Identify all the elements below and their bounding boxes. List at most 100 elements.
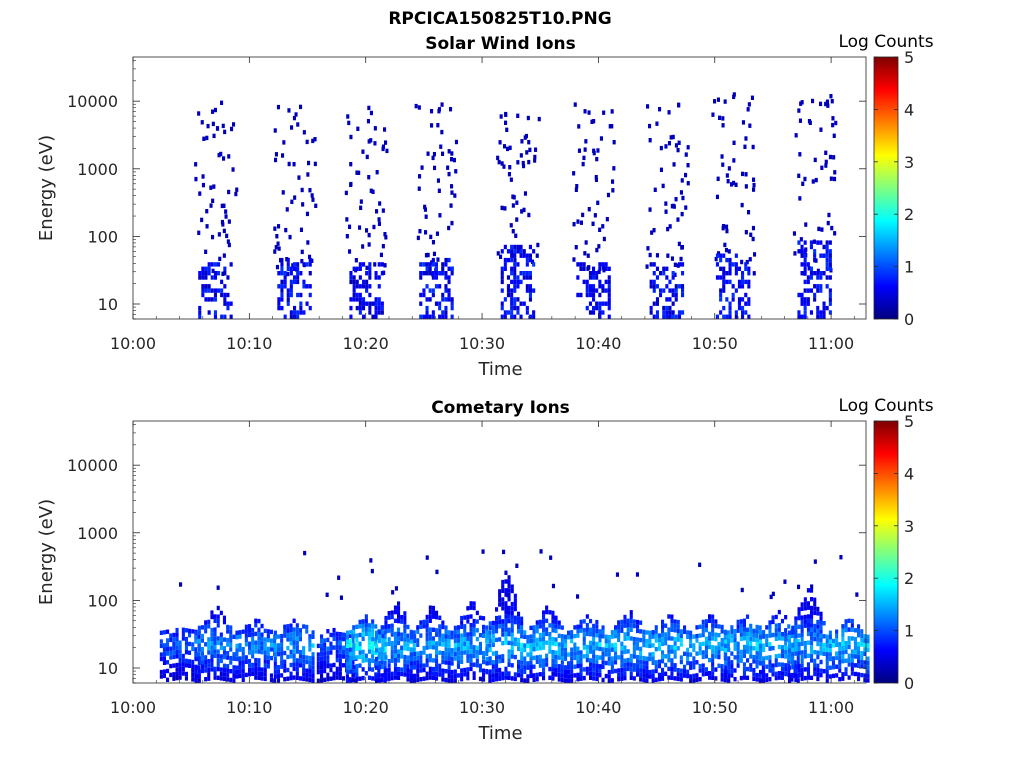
heatmap-cell <box>358 619 362 625</box>
heatmap-cell <box>744 262 748 267</box>
heatmap-cell <box>355 292 359 298</box>
heatmap-cell <box>289 641 293 646</box>
heatmap-cell <box>280 651 284 656</box>
heatmap-cell <box>210 275 214 280</box>
heatmap-cell <box>238 656 242 661</box>
heatmap-cell <box>649 279 653 285</box>
heatmap-cell <box>263 637 267 642</box>
heatmap-cell <box>576 646 580 651</box>
heatmap-cell <box>632 619 636 624</box>
heatmap-cell <box>226 637 230 643</box>
heatmap-cell <box>383 634 387 639</box>
heatmap-cell <box>610 656 614 661</box>
heatmap-cell <box>657 637 661 643</box>
heatmap-cell <box>607 288 611 293</box>
heatmap-cell <box>373 262 377 267</box>
heatmap-cell <box>472 627 476 632</box>
heatmap-cell <box>650 230 654 235</box>
heatmap-cell <box>803 288 807 293</box>
heatmap-cell <box>191 672 195 678</box>
heatmap-cell <box>352 668 356 674</box>
heatmap-cell <box>296 314 300 319</box>
heatmap-cell <box>229 625 233 630</box>
heatmap-cell <box>431 666 435 672</box>
heatmap-cell <box>355 624 359 629</box>
heatmap-cell <box>667 644 671 650</box>
heatmap-cell <box>576 275 580 280</box>
heatmap-cell <box>813 249 817 254</box>
heatmap-cell <box>551 658 555 664</box>
heatmap-cell <box>275 264 279 270</box>
heatmap-cell <box>765 664 769 669</box>
heatmap-cell <box>797 633 801 638</box>
x-tick-label: 10:50 <box>692 334 738 353</box>
heatmap-cell <box>664 641 668 646</box>
heatmap-cell <box>311 643 315 648</box>
heatmap-cell <box>475 628 479 633</box>
heatmap-cell <box>686 647 690 653</box>
heatmap-cell <box>551 654 555 659</box>
heatmap-cell <box>513 249 517 254</box>
heatmap-cell <box>632 667 636 672</box>
heatmap-cell <box>525 288 529 293</box>
heatmap-cell <box>349 314 353 319</box>
heatmap-cell <box>323 677 327 682</box>
colorbar-tick-label: 5 <box>904 48 914 67</box>
heatmap-cell <box>601 660 605 665</box>
heatmap-cell <box>708 644 712 650</box>
colorbar-gradient <box>873 420 899 684</box>
heatmap-cell <box>648 635 652 640</box>
heatmap-cell <box>863 642 867 648</box>
heatmap-cell <box>752 654 756 660</box>
heatmap-cell <box>523 191 527 196</box>
heatmap-cell <box>425 627 429 633</box>
heatmap-cell <box>367 666 371 672</box>
heatmap-cell <box>648 639 652 644</box>
heatmap-cell <box>704 645 708 650</box>
heatmap-cell <box>507 653 511 659</box>
heatmap-cell <box>338 662 342 667</box>
heatmap-cell <box>825 652 829 657</box>
heatmap-cell <box>172 654 176 660</box>
heatmap-cell <box>244 629 248 634</box>
heatmap-cell <box>722 305 726 311</box>
heatmap-cell <box>207 619 211 625</box>
heatmap-cell <box>374 637 378 642</box>
heatmap-cell <box>365 265 369 271</box>
heatmap-cell <box>681 288 685 293</box>
heatmap-cell <box>222 615 226 620</box>
heatmap-cell <box>210 288 214 293</box>
heatmap-cell <box>431 292 435 298</box>
heatmap-cell <box>197 625 201 631</box>
heatmap-cell <box>375 170 379 175</box>
heatmap-cell <box>828 292 832 298</box>
heatmap-cell <box>788 678 792 683</box>
heatmap-cell <box>273 669 277 675</box>
heatmap-cell <box>679 659 683 665</box>
heatmap-cell <box>673 641 677 646</box>
heatmap-cell <box>311 138 315 144</box>
heatmap-cell <box>813 601 817 607</box>
heatmap-cell <box>416 638 420 643</box>
heatmap-cell <box>251 671 255 676</box>
heatmap-cell <box>698 663 702 669</box>
heatmap-cell <box>517 672 521 678</box>
heatmap-cell <box>727 660 731 665</box>
heatmap-cell <box>235 665 239 670</box>
heatmap-cell <box>720 672 724 678</box>
heatmap-cell <box>692 647 696 652</box>
heatmap-cell <box>513 619 517 625</box>
heatmap-cell <box>822 651 826 656</box>
heatmap-cell <box>207 262 211 267</box>
heatmap-cell <box>560 647 564 652</box>
heatmap-cell <box>218 256 222 262</box>
heatmap-cell <box>639 664 643 669</box>
heatmap-cell <box>254 666 258 672</box>
heatmap-cell <box>437 109 441 114</box>
heatmap-cell <box>542 671 546 676</box>
heatmap-cell <box>523 634 527 639</box>
heatmap-cell <box>742 662 746 667</box>
heatmap-cell <box>741 310 745 315</box>
heatmap-cell <box>601 284 605 289</box>
heatmap-cell <box>302 279 306 285</box>
